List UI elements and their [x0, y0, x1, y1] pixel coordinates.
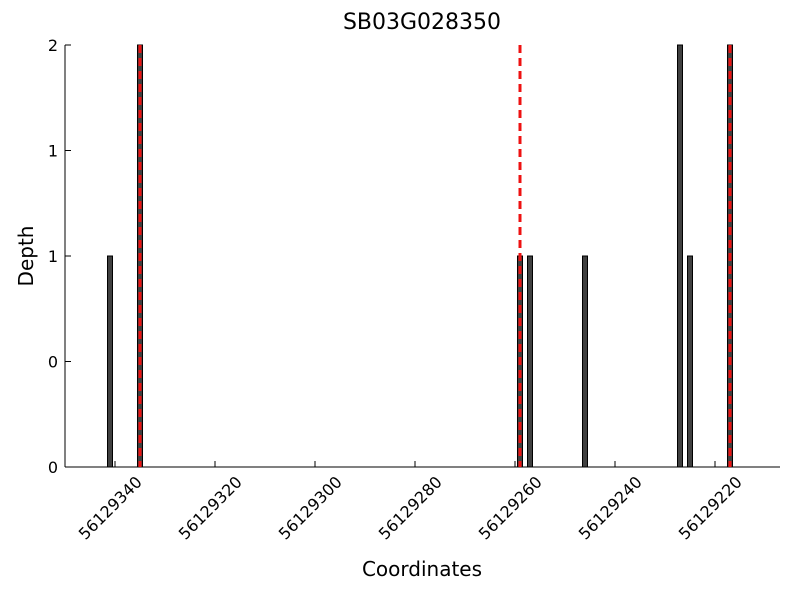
- bar: [687, 255, 693, 468]
- x-tick-label: 56129320: [175, 472, 246, 543]
- chart-title: SB03G028350: [343, 10, 501, 35]
- y-tick-label: 0: [48, 353, 58, 372]
- y-tick-label: 0: [48, 458, 58, 477]
- x-tick-label: 56129280: [375, 472, 446, 543]
- y-tick-label: 2: [48, 36, 58, 55]
- y-tick-label: 1: [48, 247, 58, 266]
- y-tick-label: 1: [48, 142, 58, 161]
- x-tick-label: 56129240: [575, 472, 646, 543]
- x-tick-label: 56129260: [475, 472, 546, 543]
- x-tick-label: 56129220: [675, 472, 746, 543]
- x-axis-label: Coordinates: [362, 557, 482, 581]
- y-axis-label: Depth: [14, 226, 38, 287]
- bar: [677, 44, 683, 468]
- x-tick-label: 56129300: [275, 472, 346, 543]
- bar: [582, 255, 588, 468]
- bar: [107, 255, 113, 468]
- x-tick-label: 56129340: [75, 472, 146, 543]
- bar: [527, 255, 533, 468]
